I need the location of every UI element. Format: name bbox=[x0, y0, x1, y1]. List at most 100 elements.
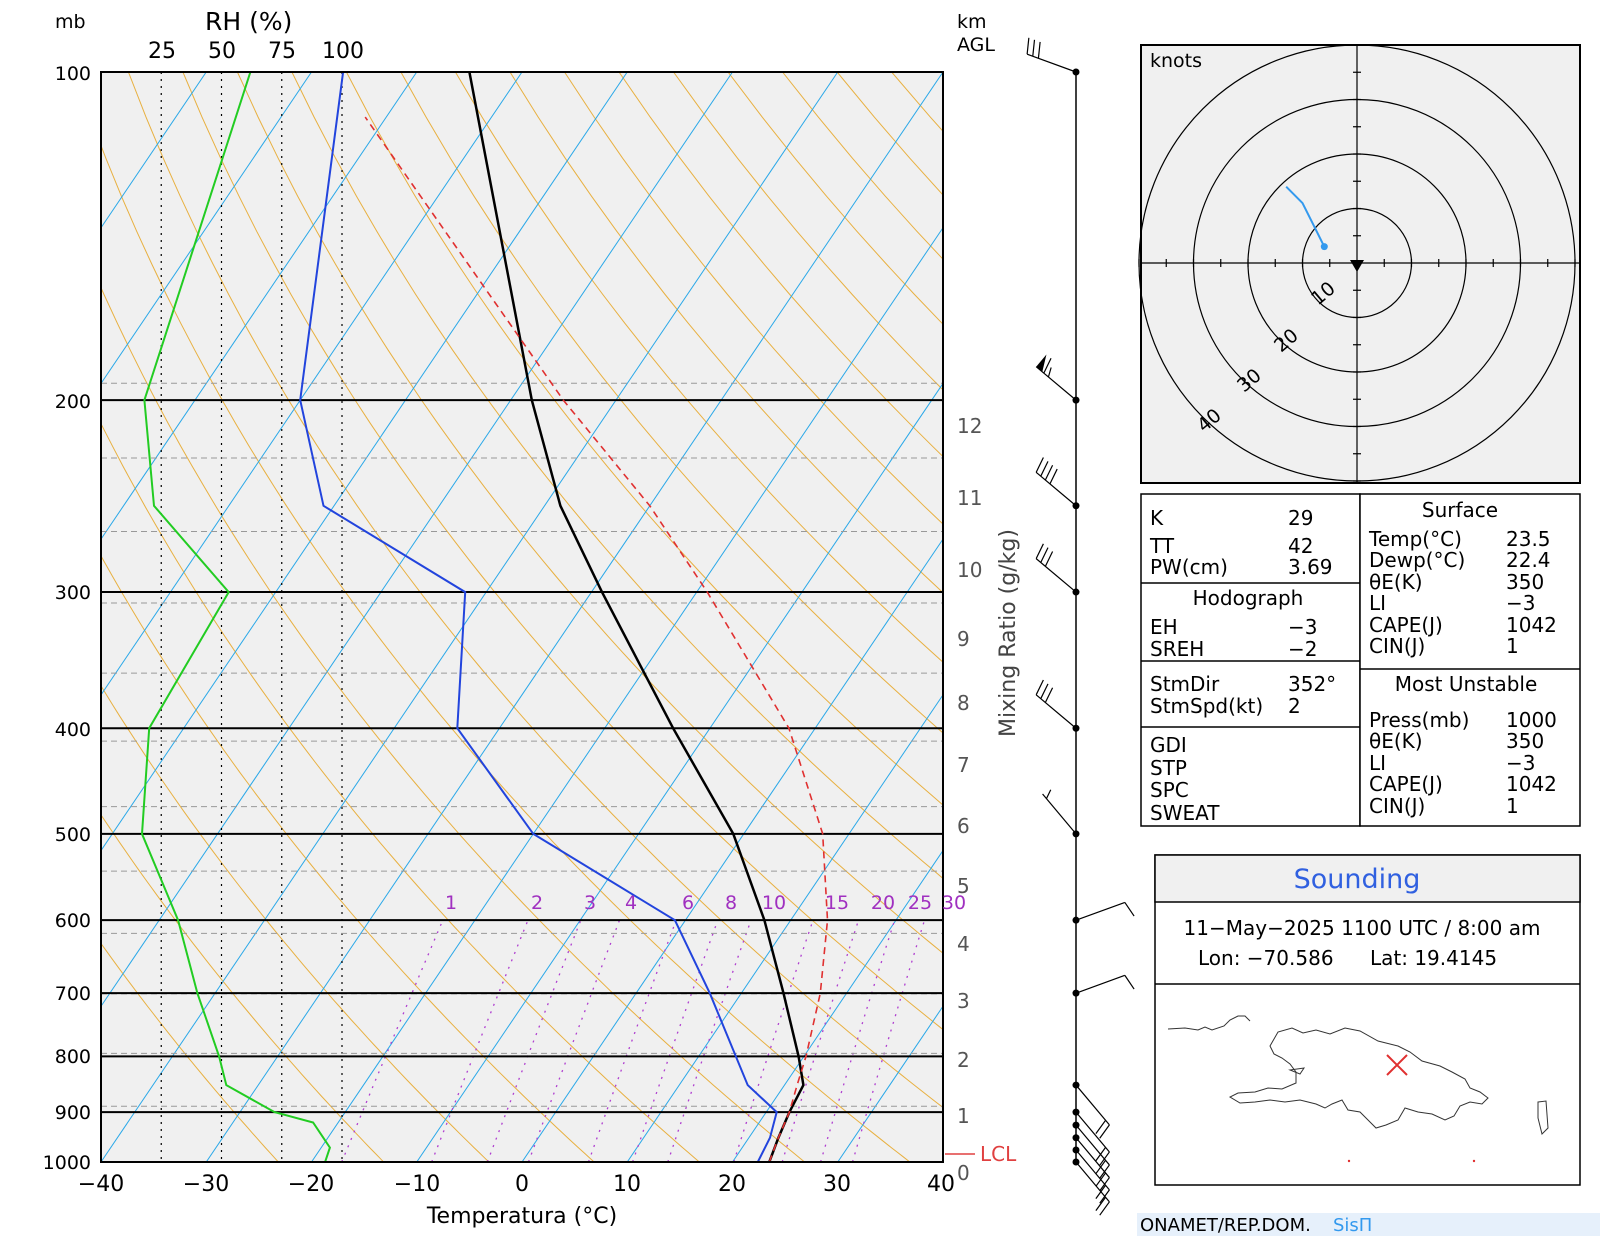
most-unstable-label: CAPE(J) bbox=[1369, 772, 1443, 796]
index-label: StmSpd(kt) bbox=[1150, 694, 1263, 718]
hodograph-units-label: knots bbox=[1150, 50, 1202, 72]
isotherm bbox=[101, 72, 312, 385]
surface-value: −3 bbox=[1506, 591, 1535, 615]
index-value: 352° bbox=[1288, 672, 1336, 696]
relative-humidity-line bbox=[140, 72, 332, 1162]
rh-tick-label: 50 bbox=[208, 39, 236, 64]
temperature-tick-label: 40 bbox=[927, 1172, 955, 1197]
isotherm bbox=[311, 226, 943, 1162]
hodograph-trace bbox=[1285, 185, 1326, 248]
map-dot bbox=[1347, 1159, 1351, 1163]
surface-label: CIN(J) bbox=[1369, 634, 1425, 658]
pressure-tick-label: 600 bbox=[55, 910, 91, 932]
dry-adiabat bbox=[101, 144, 911, 1162]
wind-barb-feather bbox=[1045, 789, 1052, 799]
wind-barb bbox=[1035, 457, 1080, 510]
temperature-tick-label: 20 bbox=[718, 1172, 746, 1197]
km-tick-label: 9 bbox=[957, 627, 970, 651]
mixing-ratio-label: 25 bbox=[908, 892, 932, 914]
dry-adiabat bbox=[454, 72, 943, 663]
hodograph-plot bbox=[1138, 44, 1580, 483]
km-tick-label: 11 bbox=[957, 486, 982, 510]
index-label: StmDir bbox=[1150, 672, 1220, 696]
dewpoint-line bbox=[299, 72, 778, 1162]
index-value: 3.69 bbox=[1288, 555, 1333, 579]
sounding-title-bar bbox=[1154, 854, 1581, 903]
wind-barb-pennant bbox=[1036, 354, 1047, 372]
pressure-tick-label: 500 bbox=[55, 824, 91, 846]
wind-barb bbox=[1072, 1081, 1110, 1139]
wind-barb-feather bbox=[1099, 1124, 1110, 1139]
wind-barb-feather bbox=[1044, 464, 1054, 481]
surface-frame bbox=[1359, 493, 1581, 827]
wind-barb-feather bbox=[1095, 1172, 1107, 1187]
lcl-label: LCL bbox=[980, 1142, 1017, 1166]
surface-label: LI bbox=[1369, 591, 1386, 615]
wind-barb-staff bbox=[1042, 793, 1077, 835]
wind-barb-feather bbox=[1040, 547, 1049, 563]
wind-barb-feather bbox=[1095, 1184, 1107, 1199]
km-tick-label: 1 bbox=[957, 1104, 970, 1128]
wind-barb bbox=[1072, 1108, 1110, 1166]
dry-adiabat bbox=[127, 72, 943, 1109]
rh-label: RH (%) bbox=[205, 7, 292, 36]
mixing-ratio-line bbox=[341, 919, 444, 1162]
km-label: km bbox=[957, 11, 987, 33]
island-outline bbox=[1228, 1027, 1489, 1129]
coast-outline bbox=[1167, 1015, 1251, 1031]
dry-adiabat bbox=[400, 72, 943, 734]
most-unstable-label: Press(mb) bbox=[1369, 708, 1469, 732]
wind-barb-feather bbox=[1099, 1151, 1110, 1166]
thermo-grid bbox=[101, 72, 943, 1162]
temperature-tick-label: −10 bbox=[394, 1172, 440, 1197]
isotherm bbox=[101, 72, 418, 541]
temperature-tick-labels: −40 −30 −20 −10 0 10 20 30 40 bbox=[78, 1172, 955, 1197]
sounding-title: Sounding bbox=[1294, 864, 1421, 895]
wind-barb-staff bbox=[1075, 901, 1126, 921]
parcel-line bbox=[364, 116, 829, 1162]
surface-label: CAPE(J) bbox=[1369, 613, 1443, 637]
wind-barb-staff bbox=[1035, 471, 1077, 507]
skewt-plot bbox=[100, 71, 944, 1163]
temperature-tick-label: 10 bbox=[613, 1172, 641, 1197]
wind-barb-feather bbox=[1099, 1189, 1110, 1204]
surface-value: 22.4 bbox=[1506, 548, 1551, 572]
wind-barb-staff bbox=[1026, 53, 1077, 73]
station-location-marker bbox=[1386, 1054, 1408, 1076]
index-value: 29 bbox=[1288, 506, 1313, 530]
dry-adiabat bbox=[101, 684, 490, 1162]
hodograph-panel: knots 10 20 30 40 bbox=[1138, 44, 1581, 484]
index-label: SPC bbox=[1150, 778, 1189, 802]
wind-barb-feather bbox=[1044, 551, 1054, 567]
wind-barb bbox=[1035, 679, 1080, 732]
temperature-tick-label: −30 bbox=[183, 1172, 229, 1197]
km-tick-label: 8 bbox=[957, 691, 970, 715]
agl-label: AGL bbox=[957, 34, 995, 56]
wind-barb-staff bbox=[1075, 1111, 1110, 1153]
islet-outline bbox=[1537, 1100, 1549, 1135]
wind-barb-feather bbox=[1099, 1177, 1110, 1192]
most-unstable-title: Most Unstable bbox=[1395, 672, 1538, 696]
wind-barb-staff bbox=[1035, 694, 1077, 729]
wind-barb-feather bbox=[1095, 1196, 1107, 1211]
km-tick-label: 6 bbox=[957, 814, 970, 838]
most-unstable-value: 1042 bbox=[1506, 772, 1557, 796]
sounding-frame bbox=[1154, 854, 1581, 1186]
temperature-tick-label: 0 bbox=[515, 1172, 529, 1197]
index-label: SREH bbox=[1150, 637, 1204, 661]
wind-barb-feather bbox=[1124, 902, 1135, 917]
wind-barb-staff bbox=[1075, 1137, 1110, 1178]
wind-barb bbox=[1072, 1121, 1110, 1179]
rh-tick-labels: 25 50 75 100 bbox=[148, 39, 364, 64]
wind-barb bbox=[1035, 543, 1080, 596]
index-label: SWEAT bbox=[1150, 801, 1220, 825]
dry-adiabat bbox=[182, 72, 943, 1031]
isotherm bbox=[416, 382, 943, 1162]
dry-adiabat bbox=[101, 422, 700, 1162]
wind-barb-feather bbox=[1040, 461, 1049, 477]
most-unstable-value: 1 bbox=[1506, 794, 1519, 818]
pressure-tick-label: 100 bbox=[55, 63, 91, 85]
wind-barb-feather bbox=[1035, 543, 1044, 559]
wind-barb-staff bbox=[1075, 1124, 1110, 1166]
